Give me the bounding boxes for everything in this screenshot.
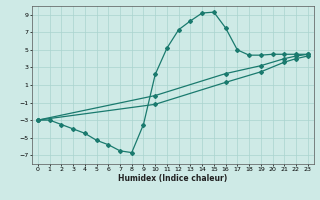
X-axis label: Humidex (Indice chaleur): Humidex (Indice chaleur) xyxy=(118,174,228,183)
